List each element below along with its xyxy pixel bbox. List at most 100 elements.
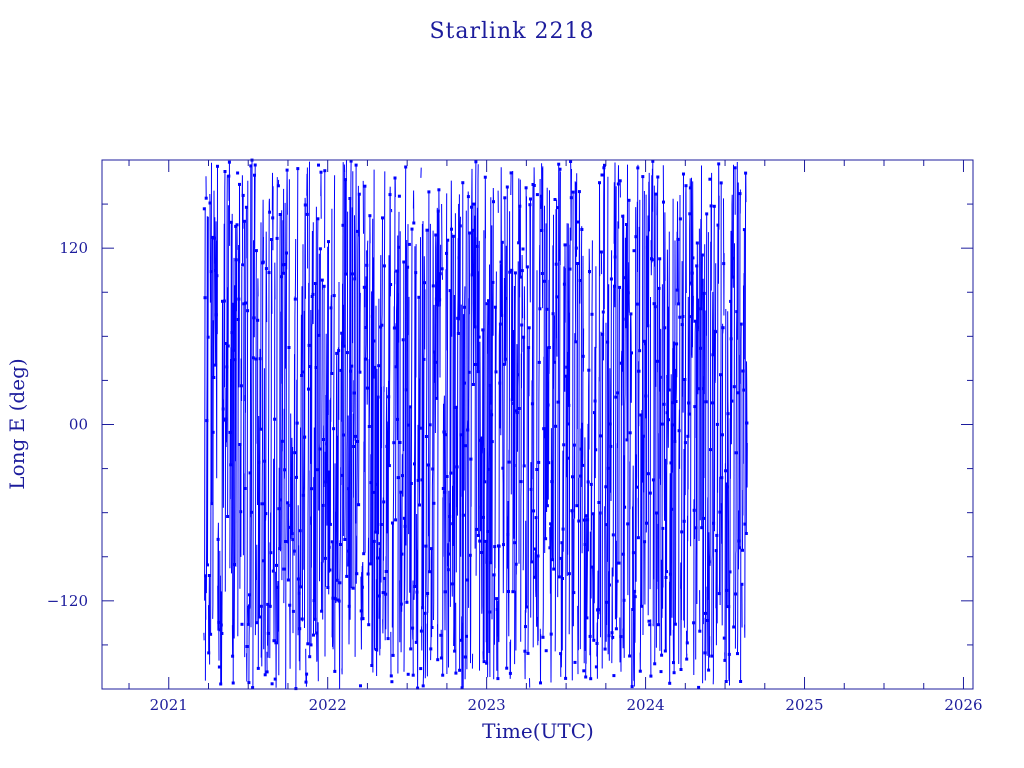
data-point: [390, 680, 394, 684]
data-point: [630, 351, 633, 355]
data-point: [455, 405, 458, 409]
data-point: [362, 552, 366, 556]
data-point: [519, 480, 523, 484]
data-point: [225, 365, 229, 369]
data-point: [593, 411, 596, 415]
data-point: [407, 242, 411, 246]
data-point: [470, 273, 474, 277]
data-point: [303, 435, 307, 439]
data-point: [591, 565, 595, 569]
data-point: [544, 649, 548, 653]
data-point: [352, 445, 356, 448]
data-point: [272, 639, 276, 643]
data-point: [365, 386, 369, 390]
data-point: [668, 681, 672, 685]
data-point: [490, 440, 494, 444]
data-point: [707, 560, 711, 564]
data-point: [424, 435, 428, 438]
data-point: [373, 365, 377, 369]
data-point: [521, 247, 525, 251]
data-point: [566, 456, 569, 460]
data-point: [668, 572, 672, 576]
data-point: [270, 238, 273, 241]
data-point: [431, 467, 435, 471]
data-point: [500, 240, 504, 244]
data-point: [673, 440, 677, 443]
data-point: [621, 552, 625, 556]
data-point: [704, 611, 707, 615]
data-point: [674, 400, 678, 403]
data-point: [345, 574, 349, 578]
data-point: [258, 615, 261, 619]
data-point: [586, 480, 590, 484]
plot-area: 2021 2022 2023 2024 2025 2026 −120 00 120: [47, 158, 983, 714]
data-point: [587, 368, 591, 372]
data-point: [454, 671, 458, 675]
data-point: [233, 563, 236, 566]
data-point: [577, 190, 581, 194]
data-point: [456, 332, 460, 335]
data-point: [566, 422, 570, 426]
data-point: [434, 297, 438, 301]
data-point: [344, 178, 347, 182]
data-point: [682, 519, 686, 523]
data-point: [673, 622, 677, 626]
data-point: [475, 244, 479, 248]
data-point: [714, 330, 717, 334]
data-point: [659, 670, 663, 674]
data-point: [631, 551, 635, 555]
data-point: [446, 238, 450, 242]
data-point: [494, 370, 498, 374]
data-point: [239, 384, 243, 388]
data-point: [403, 524, 407, 528]
data-point: [562, 443, 566, 447]
data-point: [327, 240, 330, 244]
data-point: [285, 251, 288, 255]
data-point: [638, 349, 642, 353]
data-point: [692, 508, 696, 512]
data-point: [374, 648, 378, 652]
data-point: [480, 436, 484, 440]
data-point: [662, 402, 666, 406]
data-point: [227, 160, 231, 164]
data-point: [512, 464, 516, 467]
data-point: [585, 616, 589, 620]
data-point: [204, 574, 208, 578]
data-point: [479, 505, 483, 509]
data-point: [402, 516, 406, 520]
data-point: [359, 609, 363, 613]
data-point: [637, 369, 641, 373]
data-point: [532, 509, 536, 513]
data-point: [622, 598, 626, 602]
data-point: [675, 342, 679, 346]
data-point: [505, 185, 509, 189]
data-point: [478, 438, 482, 442]
data-point: [691, 256, 695, 260]
data-point: [616, 182, 620, 186]
data-point: [409, 482, 413, 485]
chart-title: Starlink 2218: [429, 19, 594, 44]
data-point: [653, 662, 657, 666]
data-point: [229, 463, 233, 467]
data-point: [206, 563, 209, 567]
data-point: [342, 344, 346, 348]
data-point: [612, 674, 616, 678]
data-point: [653, 305, 657, 309]
data-point: [573, 660, 577, 664]
data-point: [720, 476, 724, 480]
data-point: [652, 302, 656, 306]
data-point: [703, 651, 707, 655]
data-point: [700, 526, 704, 530]
data-point: [216, 164, 219, 168]
data-point: [472, 202, 476, 206]
data-point: [722, 636, 726, 640]
data-point: [534, 547, 537, 551]
data-point: [701, 387, 705, 391]
data-point: [418, 503, 421, 507]
data-point: [303, 203, 307, 207]
data-point: [552, 567, 556, 571]
data-point: [305, 672, 309, 676]
data-point: [502, 543, 505, 547]
data-point: [541, 635, 545, 639]
data-point: [242, 302, 246, 306]
